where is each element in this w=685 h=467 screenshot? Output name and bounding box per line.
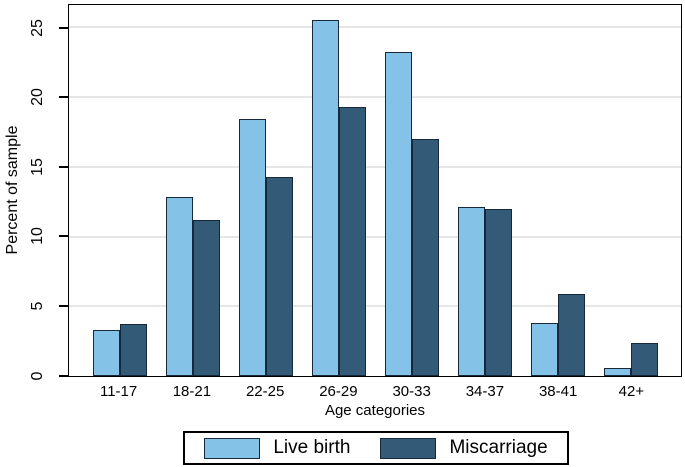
x-tick-label-42+: 42+ <box>618 383 645 400</box>
legend-swatch-miscarriage <box>380 437 437 459</box>
y-tick-mark-0 <box>59 374 68 377</box>
x-axis-tick-labels: 11-17 18-21 22-25 26-29 30-33 34-37 38-41 42+ <box>68 383 682 400</box>
x-tick-label-34-37: 34-37 <box>465 383 505 400</box>
bar-group-34-37 <box>448 5 521 376</box>
bar-miscarriage-22-25 <box>265 176 293 376</box>
x-tick-label-38-41: 38-41 <box>538 383 578 400</box>
y-tick-label-15: 15 <box>29 157 46 176</box>
x-tick-label-26-29: 26-29 <box>319 383 358 400</box>
bar-live-birth-42+ <box>603 367 631 376</box>
bar-live-birth-26-29 <box>311 20 339 376</box>
y-tick-mark-20 <box>59 96 68 99</box>
bar-live-birth-30-33 <box>384 52 412 376</box>
bar-group-26-29 <box>302 5 375 376</box>
bar-group-18-21 <box>156 5 229 376</box>
legend-entry-miscarriage: Miscarriage <box>380 437 548 459</box>
y-tick-label-5: 5 <box>29 301 46 311</box>
x-tick-label-22-25: 22-25 <box>245 383 285 400</box>
y-tick-mark-15 <box>59 165 68 168</box>
bar-miscarriage-11-17 <box>119 324 147 376</box>
bar-miscarriage-18-21 <box>192 219 220 376</box>
bar-group-22-25 <box>229 5 302 376</box>
y-tick-mark-25 <box>59 26 68 29</box>
bar-live-birth-22-25 <box>238 119 266 376</box>
bar-group-30-33 <box>375 5 448 376</box>
bar-group-11-17 <box>83 5 156 376</box>
bar-miscarriage-30-33 <box>411 138 439 376</box>
y-tick-label-0: 0 <box>29 371 46 380</box>
plot-area <box>68 4 682 377</box>
bar-group-38-41 <box>521 5 594 376</box>
legend-label-live-birth: Live birth <box>273 437 351 458</box>
y-tick-mark-10 <box>59 235 68 238</box>
gridline-10 <box>69 235 681 238</box>
bar-miscarriage-42+ <box>630 342 658 376</box>
bar-miscarriage-26-29 <box>338 106 366 376</box>
bar-group-42+ <box>594 5 667 376</box>
y-tick-mark-5 <box>59 304 68 307</box>
x-tick-label-18-21: 18-21 <box>172 383 212 400</box>
y-axis-title: Percent of sample <box>4 125 21 255</box>
bars-layer <box>69 5 681 376</box>
legend: Live birth Miscarriage <box>183 431 569 465</box>
bar-miscarriage-34-37 <box>484 208 512 376</box>
legend-label-miscarriage: Miscarriage <box>449 437 548 458</box>
y-tick-label-10: 10 <box>29 227 46 246</box>
x-axis-title: Age categories <box>324 402 426 419</box>
y-tick-label-20: 20 <box>29 88 46 107</box>
x-tick-label-30-33: 30-33 <box>392 383 431 400</box>
x-tick-label-11-17: 11-17 <box>99 383 138 400</box>
gridline-5 <box>69 305 681 308</box>
bar-live-birth-38-41 <box>530 323 558 376</box>
gridline-20 <box>69 96 681 99</box>
bar-live-birth-34-37 <box>457 207 485 376</box>
bar-live-birth-11-17 <box>92 329 120 376</box>
legend-entry-live-birth: Live birth <box>204 437 350 459</box>
legend-swatch-live-birth <box>204 437 261 459</box>
bar-miscarriage-38-41 <box>557 293 585 376</box>
gridline-25 <box>69 26 681 29</box>
y-tick-label-25: 25 <box>29 18 46 37</box>
gridline-15 <box>69 165 681 168</box>
bar-live-birth-18-21 <box>165 197 193 376</box>
